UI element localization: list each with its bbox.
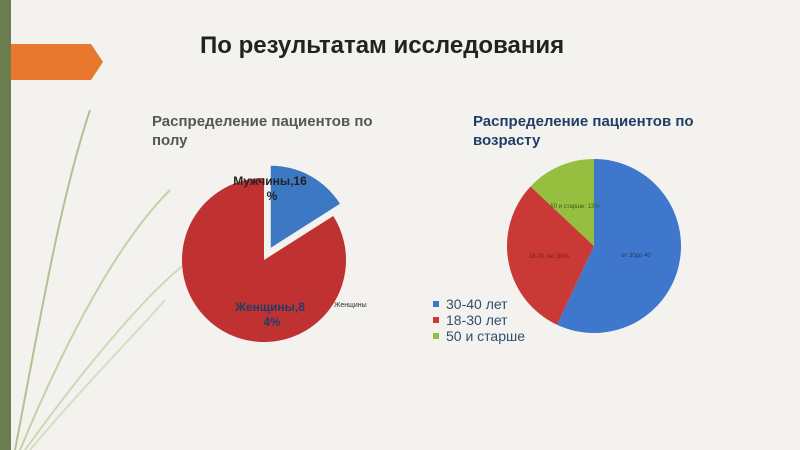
age-pie: от 30до 40 18-30 лет;30% 50 и старше; 13…: [506, 159, 682, 333]
title-arrow-tab: [11, 44, 103, 80]
side-accent-bar: [0, 0, 11, 450]
legend-item-30-40: 30-40 лет: [433, 296, 525, 312]
pie-slice-30-40: [556, 159, 682, 333]
legend-label-50-plus: 50 и старше: [446, 328, 526, 344]
legend-item-50-plus: 50 и старше: [433, 328, 525, 344]
legend-label-18-30: 18-30 лет: [446, 312, 508, 328]
data-label-18-30: 18-30 лет;30%: [529, 254, 570, 260]
age-legend: 30-40 лет 18-30 лет 50 и старше: [433, 296, 525, 344]
pie-slice-18-30: [506, 186, 594, 325]
gender-pie: Мужчины,16 % Женщины,8 4% Женщины: [181, 165, 367, 342]
legend-swatch-women: [327, 302, 331, 306]
pie-slice-women: [181, 177, 346, 342]
slide-title: По результатам исследования: [200, 32, 565, 59]
age-chart-title: Распределение пациентов по возрасту: [473, 113, 694, 149]
legend-swatch-30-40: [433, 301, 439, 307]
legend-swatch-50-plus: [433, 333, 439, 339]
legend-swatch-18-30: [433, 317, 439, 323]
gender-chart-title: Распределение пациентов по полу: [152, 113, 373, 149]
data-label-men-2: %: [267, 189, 278, 203]
legend-label-women: Женщины: [334, 302, 367, 309]
data-label-50-plus: 50 и старше; 13%: [550, 204, 600, 210]
data-label-30-40: от 30до 40: [621, 253, 651, 259]
data-label-men-1: Мужчины,16: [233, 174, 307, 188]
pie-slice-men: [270, 165, 340, 248]
legend-item-18-30: 18-30 лет: [433, 312, 525, 328]
pie-slice-50-plus: [530, 159, 594, 246]
data-label-women-1: Женщины,8: [234, 300, 305, 314]
data-label-women-2: 4%: [263, 315, 281, 329]
legend-label-30-40: 30-40 лет: [446, 296, 508, 312]
